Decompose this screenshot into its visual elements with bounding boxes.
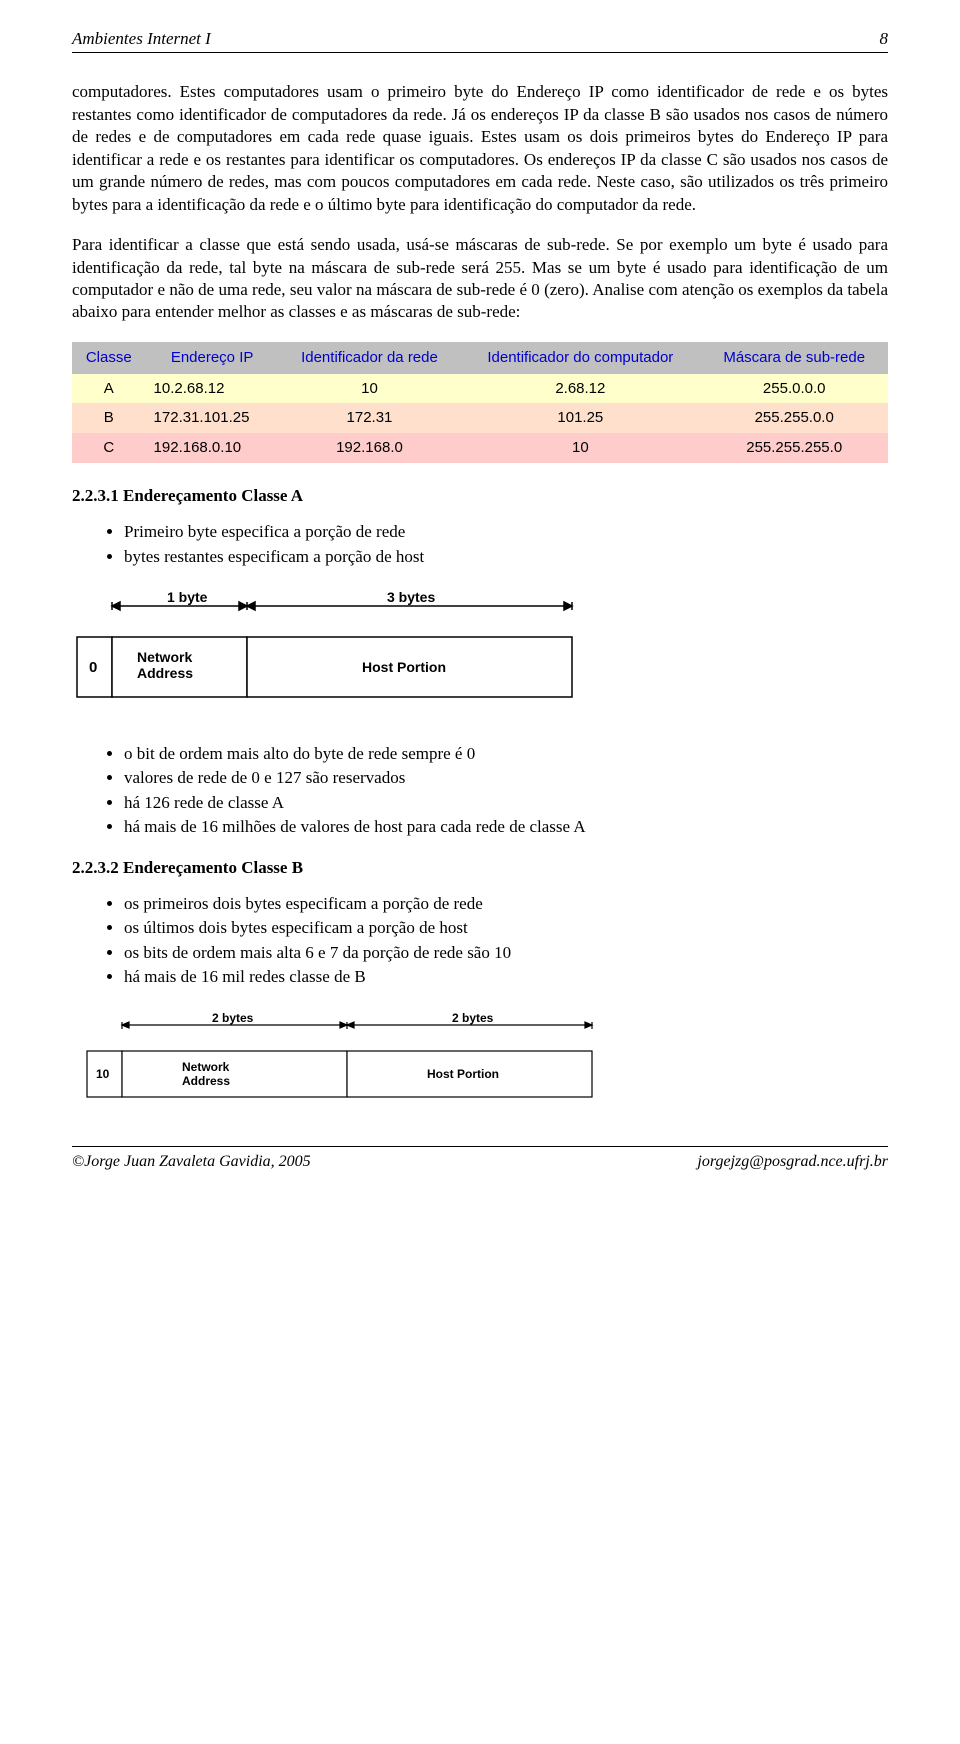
cell: 172.31 (279, 403, 461, 433)
label-1byte: 1 byte (167, 592, 208, 605)
page-footer: ©Jorge Juan Zavaleta Gavidia, 2005 jorge… (72, 1146, 888, 1172)
label-address-b: Address (182, 1074, 230, 1088)
cell: 10.2.68.12 (146, 374, 279, 404)
label-3bytes: 3 bytes (387, 592, 435, 605)
label-host-b: Host Portion (427, 1067, 499, 1081)
cell: 192.168.0 (279, 433, 461, 463)
page-header: Ambientes Internet I 8 (72, 28, 888, 53)
section-b-bullets: os primeiros dois bytes especificam a po… (124, 893, 888, 989)
cell: 10 (460, 433, 700, 463)
col-id-comp: Identificador do computador (460, 342, 700, 374)
cell: 2.68.12 (460, 374, 700, 404)
label-address: Address (137, 665, 193, 681)
page-number: 8 (880, 28, 889, 50)
label-2bytes-r: 2 bytes (452, 1013, 494, 1025)
list-item: os primeiros dois bytes especificam a po… (124, 893, 888, 915)
label-network-b: Network (182, 1060, 230, 1074)
label-host-portion: Host Portion (362, 659, 446, 675)
ip-class-table: Classe Endereço IP Identificador da rede… (72, 342, 888, 463)
footer-copyright: ©Jorge Juan Zavaleta Gavidia, 2005 (72, 1151, 311, 1172)
list-item: Primeiro byte especifica a porção de red… (124, 521, 888, 543)
cell: 255.255.0.0 (700, 403, 888, 433)
cell: 192.168.0.10 (146, 433, 279, 463)
label-2bytes-l: 2 bytes (212, 1013, 254, 1025)
col-classe: Classe (72, 342, 146, 374)
list-item: os bits de ordem mais alta 6 e 7 da porç… (124, 942, 888, 964)
list-item: bytes restantes especificam a porção de … (124, 546, 888, 568)
cell: 101.25 (460, 403, 700, 433)
list-item: valores de rede de 0 e 127 são reservado… (124, 767, 888, 789)
section-a-title: 2.2.3.1 Endereçamento Classe A (72, 485, 888, 507)
class-a-diagram: 1 byte 3 bytes 0 Network Address Host Po… (72, 592, 582, 712)
cell: A (72, 374, 146, 404)
list-item: há mais de 16 mil redes classe de B (124, 966, 888, 988)
table-row: A10.2.68.12102.68.12255.0.0.0 (72, 374, 888, 404)
footer-email: jorgejzg@posgrad.nce.ufrj.br (697, 1151, 888, 1172)
cell: B (72, 403, 146, 433)
label-network: Network (137, 649, 192, 665)
col-endereco: Endereço IP (146, 342, 279, 374)
cell: 255.255.255.0 (700, 433, 888, 463)
cell: C (72, 433, 146, 463)
table-row: B172.31.101.25172.31101.25255.255.0.0 (72, 403, 888, 433)
paragraph-2: Para identificar a classe que está sendo… (72, 234, 888, 324)
col-id-rede: Identificador da rede (279, 342, 461, 374)
table-header-row: Classe Endereço IP Identificador da rede… (72, 342, 888, 374)
cell: 255.0.0.0 (700, 374, 888, 404)
header-title: Ambientes Internet I (72, 28, 211, 50)
list-item: o bit de ordem mais alto do byte de rede… (124, 743, 888, 765)
class-b-diagram: 2 bytes 2 bytes 10 Network Address Host … (72, 1013, 612, 1108)
prefix-10: 10 (96, 1067, 110, 1081)
list-item: os últimos dois bytes especificam a porç… (124, 917, 888, 939)
prefix-0: 0 (89, 659, 97, 676)
cell: 10 (279, 374, 461, 404)
list-item: há 126 rede de classe A (124, 792, 888, 814)
section-a-bullets-bottom: o bit de ordem mais alto do byte de rede… (124, 743, 888, 839)
col-mascara: Máscara de sub-rede (700, 342, 888, 374)
section-a-bullets-top: Primeiro byte especifica a porção de red… (124, 521, 888, 568)
paragraph-1: computadores. Estes computadores usam o … (72, 81, 888, 216)
section-b-title: 2.2.3.2 Endereçamento Classe B (72, 857, 888, 879)
cell: 172.31.101.25 (146, 403, 279, 433)
table-row: C192.168.0.10192.168.010255.255.255.0 (72, 433, 888, 463)
list-item: há mais de 16 milhões de valores de host… (124, 816, 888, 838)
